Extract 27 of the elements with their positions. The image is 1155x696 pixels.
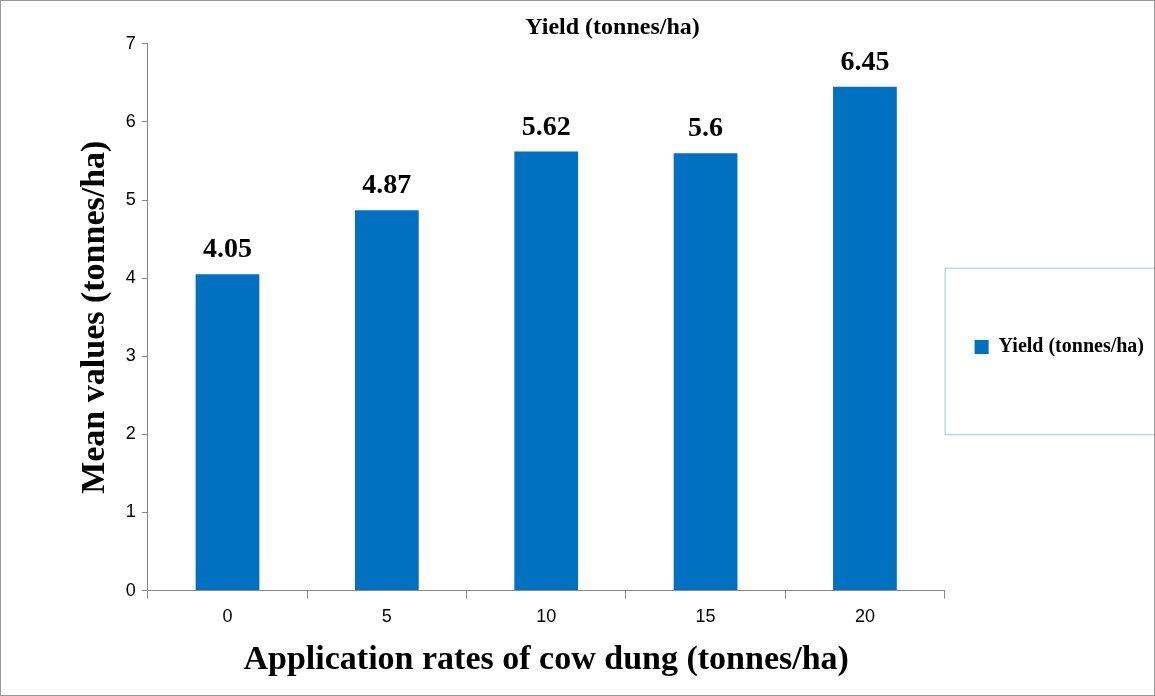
y-tick-label: 0: [125, 579, 136, 600]
data-label: 4.05: [202, 232, 252, 264]
bar: [195, 274, 260, 591]
data-label: 4.87: [362, 168, 412, 200]
y-tick-label: 6: [125, 110, 136, 131]
x-tick-label: 15: [695, 606, 716, 627]
y-tick-label: 2: [125, 423, 136, 444]
x-tick-label: 10: [536, 606, 557, 627]
bar: [354, 210, 419, 591]
y-axis-title: Mean values (tonnes/ha): [74, 140, 113, 494]
y-tick-label: 5: [125, 189, 136, 209]
y-tick-label: 3: [125, 345, 136, 366]
data-label: 6.45: [840, 45, 890, 76]
bar: [514, 151, 579, 591]
bar: [833, 86, 897, 591]
bar: [673, 153, 738, 591]
y-tick-label: 1: [125, 501, 136, 522]
y-tick-label: 4: [125, 267, 136, 288]
y-tick-label: 7: [125, 32, 136, 53]
chart-title: Yield (tonnes/ha): [525, 12, 700, 39]
data-label: 5.6: [688, 111, 724, 143]
data-label: 5.62: [521, 109, 571, 141]
x-tick-label: 20: [854, 606, 875, 627]
legend-label: Yield (tonnes/ha): [998, 334, 1145, 358]
x-tick-label: 0: [222, 606, 233, 627]
x-tick-label: 5: [381, 606, 392, 627]
x-axis-title: Application rates of cow dung (tonnes/ha): [243, 639, 849, 678]
